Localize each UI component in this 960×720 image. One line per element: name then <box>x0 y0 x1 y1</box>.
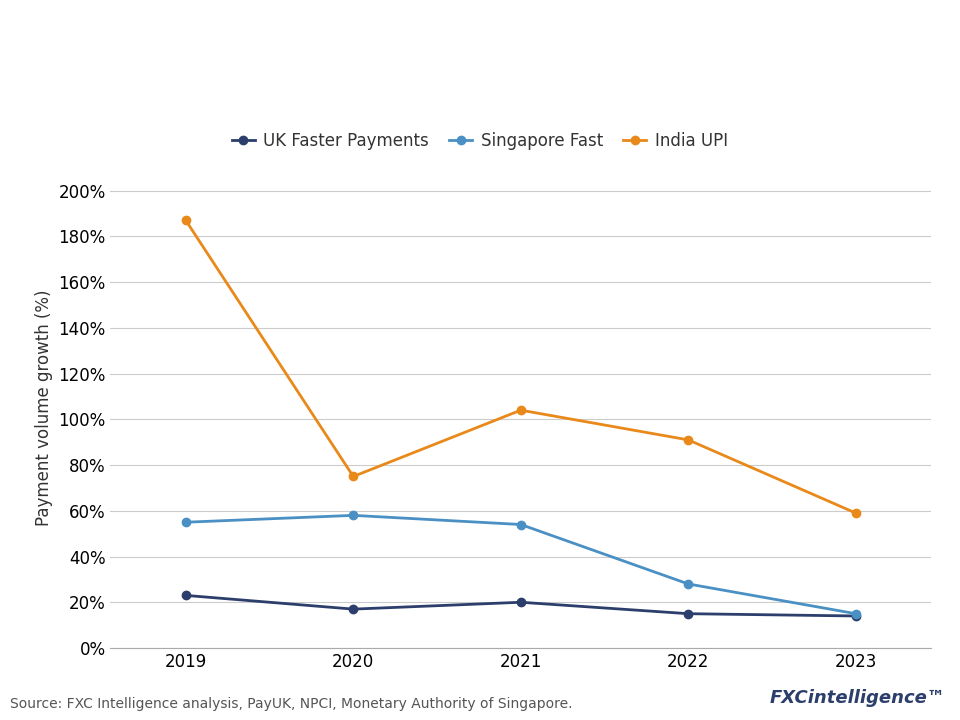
UK Faster Payments <box>850 612 861 621</box>
Text: Volume growth for UK Faster Payments, Singapore Fast and India UPI: Volume growth for UK Faster Payments, Si… <box>15 78 636 96</box>
Text: Source: FXC Intelligence analysis, PayUK, NPCI, Monetary Authority of Singapore.: Source: FXC Intelligence analysis, PayUK… <box>10 698 572 711</box>
Singapore Fast <box>515 520 526 528</box>
Legend: UK Faster Payments, Singapore Fast, India UPI: UK Faster Payments, Singapore Fast, Indi… <box>225 125 734 156</box>
UK Faster Payments <box>348 605 359 613</box>
Singapore Fast <box>683 580 694 588</box>
Line: India UPI: India UPI <box>181 216 860 517</box>
India UPI <box>348 472 359 481</box>
India UPI <box>180 216 192 225</box>
India UPI <box>515 406 526 415</box>
Text: FXCintelligence™: FXCintelligence™ <box>770 689 946 707</box>
Singapore Fast <box>180 518 192 526</box>
UK Faster Payments <box>180 591 192 600</box>
Singapore Fast <box>850 609 861 618</box>
Line: UK Faster Payments: UK Faster Payments <box>181 591 860 620</box>
Line: Singapore Fast: Singapore Fast <box>181 511 860 618</box>
India UPI <box>850 509 861 518</box>
Text: UPI volume growth is high relative to other RTPs: UPI volume growth is high relative to ot… <box>15 20 817 48</box>
UK Faster Payments <box>683 609 694 618</box>
Singapore Fast <box>348 511 359 520</box>
India UPI <box>683 436 694 444</box>
Y-axis label: Payment volume growth (%): Payment volume growth (%) <box>35 289 53 526</box>
UK Faster Payments <box>515 598 526 606</box>
